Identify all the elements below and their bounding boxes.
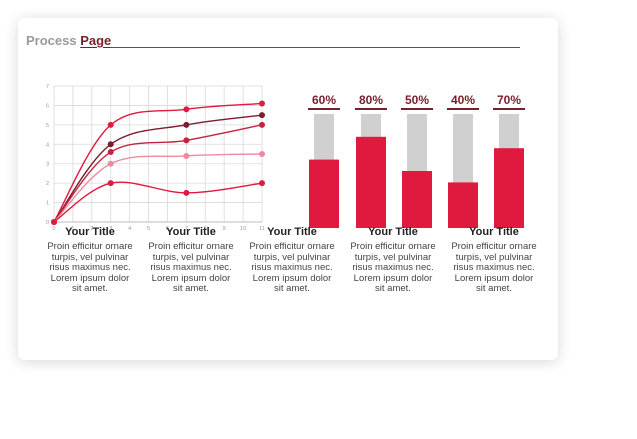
caption-text: Proin efficitur ornare turpis, vel pulvi… [444,241,544,295]
caption-line: turpis, vel pulvinar [455,251,533,263]
series-point [259,151,265,157]
series-point [183,152,190,159]
series-point [183,106,190,113]
y-tick-label: 4 [46,142,49,148]
caption-title: Your Title [368,226,418,238]
series-line [53,181,263,223]
caption-line: sit amet. [476,283,512,294]
series-point [259,180,265,187]
caption-line: Lorem ipsum dolor [151,272,231,284]
x-tick-label: 4 [128,226,131,232]
caption-line: Proin efficitur ornare [350,241,436,252]
title-rule [110,47,520,48]
x-tick-label: 9 [223,226,226,232]
caption-line: Lorem ipsum dolor [50,272,130,284]
bar-value-label: 60% [312,93,336,107]
page-title-accent: Page [80,33,112,48]
caption-title: Your Title [166,226,216,238]
caption-text: Proin efficitur ornare turpis, vel pulvi… [343,241,443,295]
caption-3: Your Title Proin efficitur ornare turpis… [242,226,342,295]
caption-1: Your Title Proin efficitur ornare turpis… [40,226,140,295]
series-point [107,180,114,187]
x-tick-label: 0 [52,226,55,232]
caption-text: Proin efficitur ornare turpis, vel pulvi… [141,241,241,295]
caption-5: Your Title Proin efficitur ornare turpis… [444,226,544,295]
series-point [259,121,265,128]
caption-2: Your Title Proin efficitur ornare turpis… [141,226,241,295]
x-tick-label: 10 [240,226,246,232]
caption-line: Lorem ipsum dolor [454,272,534,284]
series-point [259,100,265,107]
series-point [183,137,190,144]
caption-line: risus maximus nec. [150,262,232,273]
caption-line: turpis, vel pulvinar [354,251,432,263]
caption-line: Proin efficitur ornare [148,241,234,252]
series-line [53,153,263,223]
series-line [53,102,263,223]
x-tick-label: 3 [109,226,112,232]
series-point [51,219,57,225]
caption-line: Proin efficitur ornare [249,241,335,252]
caption-line: sit amet. [274,283,310,294]
caption-title: Your Title [267,226,317,238]
x-tick-label: 8 [204,226,207,232]
series-point [107,149,114,156]
series-point [107,141,114,148]
caption-line: risus maximus nec. [49,262,131,273]
y-tick-label: 2 [46,181,49,187]
caption-line: risus maximus nec. [251,262,333,273]
caption-title: Your Title [65,226,115,238]
series-point [107,121,114,128]
page-title: Process Page [26,33,111,48]
x-tick-label: 6 [166,226,169,232]
series-point [183,121,190,128]
y-tick-label: 0 [46,220,49,226]
caption-line: Lorem ipsum dolor [353,272,433,284]
line-chart: 0 1 2 3 4 5 6 7 8 9 10 11 0 1 2 3 4 5 6 7 [46,84,265,232]
caption-title: Your Title [469,226,519,238]
x-tick-label: 7 [185,226,188,232]
caption-line: risus maximus nec. [352,262,434,273]
caption-text: Proin efficitur ornare turpis, vel pulvi… [242,241,342,295]
bar-value-label: 50% [405,93,429,107]
caption-line: turpis, vel pulvinar [51,251,129,263]
y-tick-label: 7 [46,84,49,90]
bar [402,171,432,228]
x-tick-label: 11 [259,226,265,232]
caption-line: risus maximus nec. [453,262,535,273]
y-tick-label: 1 [46,201,49,207]
caption-line: turpis, vel pulvinar [152,251,230,263]
caption-line: sit amet. [375,283,411,294]
x-tick-label: 1 [71,226,74,232]
caption-line: turpis, vel pulvinar [253,251,331,263]
y-tick-label: 6 [46,103,49,109]
series-point [107,160,114,167]
y-tick-label: 5 [46,123,49,129]
series-point [259,112,265,119]
bar [309,159,339,228]
bar-value-label: 70% [497,93,521,107]
caption-line: Proin efficitur ornare [451,241,537,252]
series-line [53,114,263,223]
bar [448,182,478,228]
y-tick-label: 3 [46,162,49,168]
x-tick-label: 2 [90,226,93,232]
caption-text: Proin efficitur ornare turpis, vel pulvi… [40,241,140,295]
caption-line: Lorem ipsum dolor [252,272,332,284]
bar [494,148,524,228]
caption-line: sit amet. [72,283,108,294]
page-title-prefix: Process [26,33,81,48]
bar-value-label: 80% [359,93,383,107]
x-tick-label: 5 [147,226,150,232]
caption-4: Your Title Proin efficitur ornare turpis… [343,226,443,295]
series-line [53,124,263,223]
bar [356,136,386,228]
series-point [183,189,190,196]
caption-line: sit amet. [173,283,209,294]
caption-line: Proin efficitur ornare [47,241,133,252]
bar-value-label: 40% [451,93,475,107]
bar-chart: 60% 80% 50% 40% 70% [308,93,525,228]
